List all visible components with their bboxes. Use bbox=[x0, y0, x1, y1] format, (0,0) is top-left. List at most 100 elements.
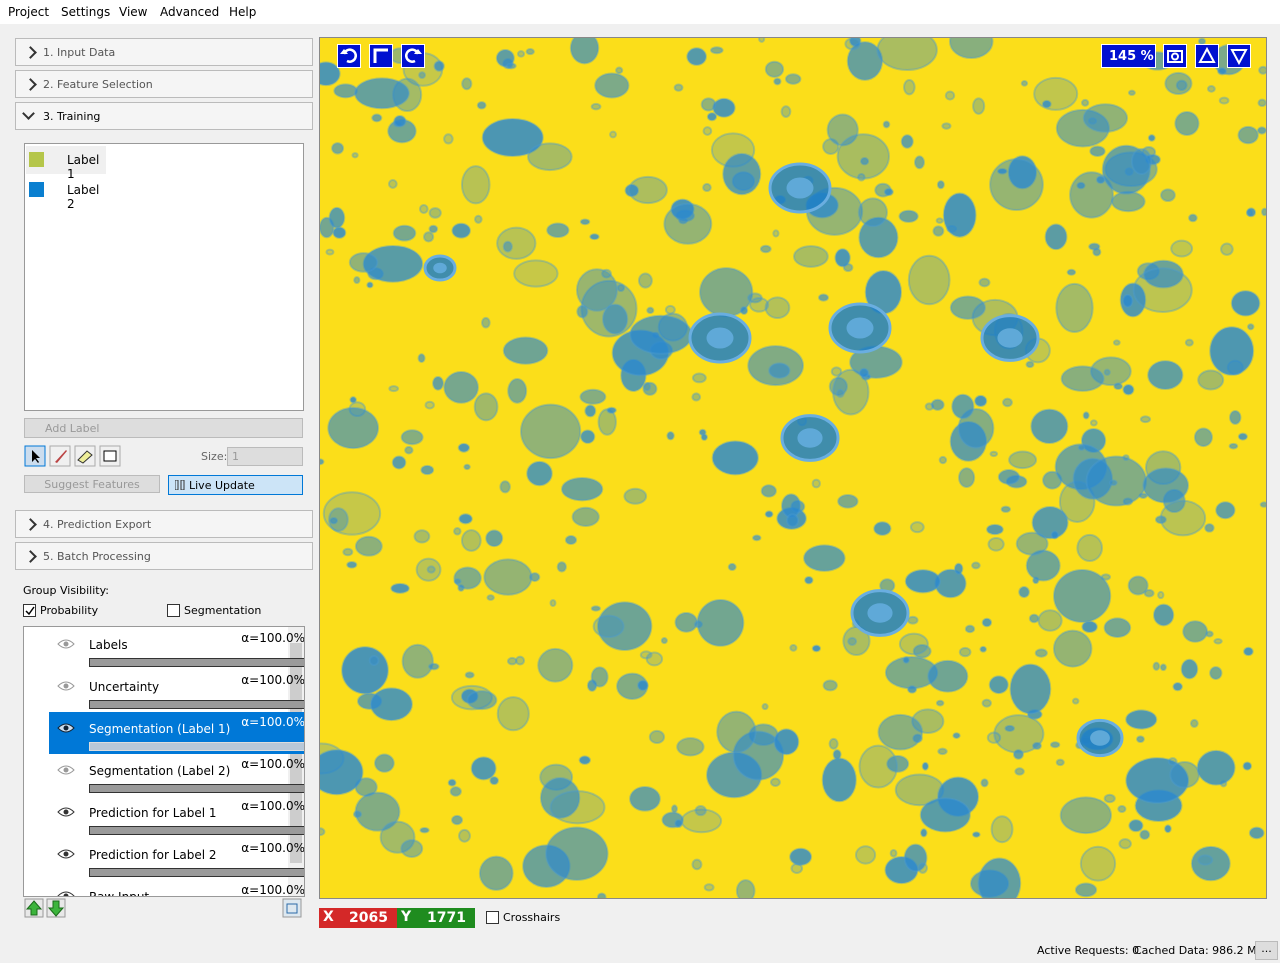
suggest-features-button[interactable]: Suggest Features bbox=[24, 475, 160, 493]
group-checkbox[interactable] bbox=[23, 604, 36, 617]
opacity-slider[interactable] bbox=[89, 868, 304, 877]
image-blob bbox=[615, 66, 624, 75]
applet-header[interactable]: 3. Training bbox=[15, 102, 313, 130]
image-viewer[interactable] bbox=[319, 37, 1267, 899]
image-blob bbox=[834, 248, 851, 268]
layer-row[interactable]: Prediction for Label 2 α=100.0% bbox=[49, 838, 304, 880]
image-blob bbox=[451, 814, 464, 826]
layer-row[interactable]: Segmentation (Label 1) α=100.0% bbox=[49, 712, 305, 754]
button-text: Live Update bbox=[189, 479, 255, 492]
image-blob bbox=[835, 388, 845, 398]
live-update-button[interactable]: Live Update bbox=[168, 475, 303, 495]
image-blob bbox=[616, 283, 626, 292]
brush-tool[interactable] bbox=[49, 445, 71, 467]
image-blob bbox=[1009, 663, 1052, 715]
image-blob bbox=[1007, 155, 1038, 190]
image-blob bbox=[424, 400, 435, 410]
applet-header[interactable]: 4. Prediction Export bbox=[15, 510, 313, 538]
rotate-right-button[interactable] bbox=[401, 44, 425, 68]
image-blob bbox=[390, 582, 410, 594]
layer-row[interactable]: Labels α=100.0% bbox=[49, 628, 304, 670]
opacity-slider[interactable] bbox=[89, 658, 304, 667]
image-blob bbox=[453, 578, 462, 585]
image-blob bbox=[1257, 98, 1266, 108]
label-row[interactable]: Label 1 bbox=[26, 146, 106, 181]
image-blob bbox=[449, 786, 462, 797]
image-blob bbox=[506, 62, 517, 70]
image-blob bbox=[401, 643, 434, 679]
layer-options-button[interactable] bbox=[282, 898, 302, 918]
image-blob bbox=[637, 272, 653, 289]
zoom-indicator[interactable]: 145 % bbox=[1101, 44, 1156, 68]
visibility-eye[interactable] bbox=[57, 848, 75, 860]
image-blob bbox=[596, 892, 607, 898]
reset-view-button[interactable] bbox=[369, 44, 393, 68]
visibility-eye[interactable] bbox=[57, 890, 75, 897]
label-color[interactable] bbox=[29, 152, 44, 167]
group-checkbox[interactable] bbox=[167, 604, 180, 617]
layer-opacity: α=100.0% bbox=[241, 715, 305, 729]
visibility-eye[interactable] bbox=[57, 764, 75, 776]
applet-title: 2. Feature Selection bbox=[43, 78, 153, 91]
menu-item[interactable]: View bbox=[119, 5, 148, 19]
image-blob bbox=[443, 133, 454, 145]
slice-up-button[interactable] bbox=[1195, 44, 1219, 68]
image-blob bbox=[476, 101, 487, 110]
image-blob bbox=[877, 713, 924, 751]
image-blob bbox=[1218, 96, 1230, 105]
slice-down-button[interactable] bbox=[1227, 44, 1251, 68]
image-blob bbox=[935, 217, 944, 224]
applet-header[interactable]: 1. Input Data bbox=[15, 38, 313, 66]
visibility-eye[interactable] bbox=[57, 722, 75, 734]
image-blob bbox=[597, 408, 617, 436]
menu-item[interactable]: Project bbox=[8, 5, 50, 19]
rotate-left-button[interactable] bbox=[337, 44, 361, 68]
image-blob bbox=[596, 601, 653, 651]
opacity-slider[interactable] bbox=[89, 784, 304, 793]
layer-row[interactable]: Prediction for Label 1 α=100.0% bbox=[49, 796, 304, 838]
opacity-slider[interactable] bbox=[89, 700, 304, 709]
applet-header[interactable]: 5. Batch Processing bbox=[15, 542, 313, 570]
image-blob bbox=[664, 304, 676, 315]
image-blob bbox=[1069, 171, 1114, 219]
image-blob bbox=[722, 152, 762, 196]
layer-row[interactable]: Raw Input α=100.0% bbox=[49, 880, 304, 897]
image-blob bbox=[941, 122, 952, 130]
image-blob bbox=[907, 615, 919, 625]
layer-row[interactable]: Uncertainty α=100.0% bbox=[49, 670, 304, 712]
image-blob bbox=[1025, 360, 1035, 369]
image-blob bbox=[515, 655, 526, 666]
eye-pupil bbox=[63, 683, 69, 689]
layer-row[interactable]: Segmentation (Label 2) α=100.0% bbox=[49, 754, 304, 796]
opacity-slider[interactable] bbox=[89, 742, 304, 751]
visibility-eye[interactable] bbox=[57, 806, 75, 818]
visibility-eye[interactable] bbox=[57, 680, 75, 692]
image-blob bbox=[646, 306, 655, 315]
size-box[interactable]: 1 bbox=[227, 447, 303, 466]
crosshairs-checkbox[interactable] bbox=[486, 911, 499, 924]
snapshot-button[interactable] bbox=[1163, 44, 1187, 68]
image-blob bbox=[1018, 585, 1030, 599]
image-cell-core bbox=[433, 262, 447, 274]
layer-list: Labels α=100.0% Uncertainty α=100.0% Segment… bbox=[23, 626, 305, 897]
size-value: 1 bbox=[232, 450, 239, 463]
image-blob bbox=[1170, 239, 1194, 258]
status-more-button[interactable]: ... bbox=[1255, 941, 1278, 960]
image-blob bbox=[811, 478, 821, 489]
menu-item[interactable]: Advanced bbox=[160, 5, 220, 19]
label-row[interactable]: Label 2 bbox=[26, 176, 106, 211]
label-color[interactable] bbox=[29, 182, 44, 197]
image-blob bbox=[387, 179, 398, 189]
image-blob bbox=[1032, 741, 1042, 751]
image-blob bbox=[666, 431, 675, 441]
add-label-button[interactable]: Add Label bbox=[24, 418, 303, 438]
image-blob bbox=[873, 521, 892, 536]
image-blob bbox=[502, 240, 513, 253]
image-blob bbox=[958, 467, 976, 488]
opacity-slider[interactable] bbox=[89, 826, 304, 835]
image-blob bbox=[1188, 213, 1198, 223]
applet-header[interactable]: 2. Feature Selection bbox=[15, 70, 313, 98]
visibility-eye[interactable] bbox=[57, 638, 75, 650]
menu-item[interactable]: Settings bbox=[61, 5, 111, 19]
menu-item[interactable]: Help bbox=[229, 5, 257, 19]
